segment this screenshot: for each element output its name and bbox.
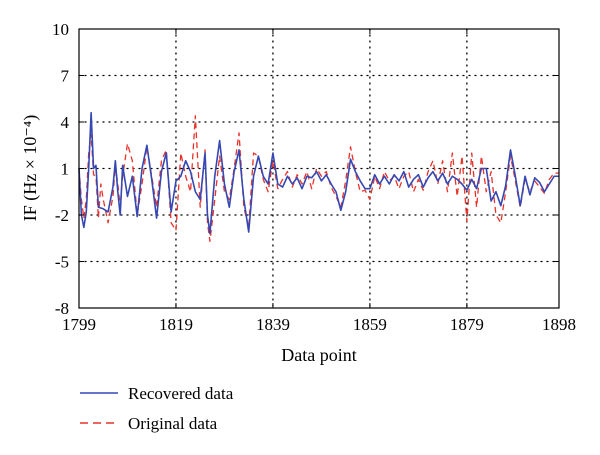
x-tick-label: 1819 <box>159 315 193 334</box>
x-axis-ticks: 1799 1819 1839 1859 1879 1898 <box>62 29 576 334</box>
y-tick-label: 10 <box>52 20 69 39</box>
y-axis-label: IF (Hz × 10⁻⁴) <box>20 115 41 221</box>
y-tick-label: 1 <box>61 160 70 179</box>
y-tick-label: 4 <box>61 113 70 132</box>
grid-lines <box>78 28 560 309</box>
x-tick-label: 1879 <box>450 315 484 334</box>
series-line-original-data <box>78 115 559 243</box>
x-tick-label: 1859 <box>353 315 387 334</box>
x-tick-label: 1839 <box>256 315 290 334</box>
legend-label-original-data: Original data <box>128 414 218 433</box>
x-tick-label: 1799 <box>62 315 96 334</box>
y-tick-label: 7 <box>61 67 70 86</box>
y-tick-label: -5 <box>55 253 69 272</box>
series-lines <box>78 111 559 243</box>
legend-label-recovered-data: Recovered data <box>128 384 234 403</box>
y-tick-label: -8 <box>55 299 69 318</box>
y-tick-label: -2 <box>55 206 69 225</box>
x-tick-label: 1898 <box>542 315 576 334</box>
x-axis-label: Data point <box>281 345 356 365</box>
y-axis-ticks: -8 -5 -2 1 4 7 10 <box>52 20 559 318</box>
legend: Recovered data Original data <box>80 384 234 433</box>
series-line-recovered-data <box>78 111 559 235</box>
